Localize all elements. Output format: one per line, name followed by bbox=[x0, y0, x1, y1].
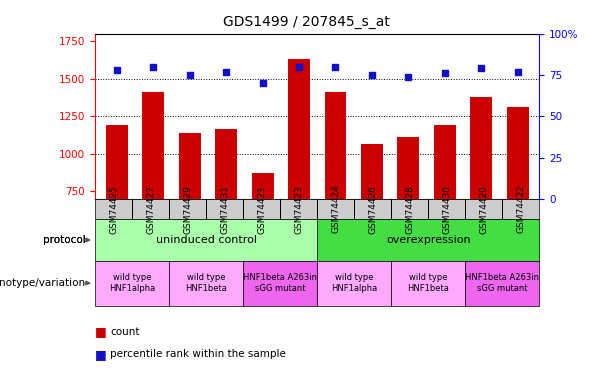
Bar bbox=[470, 97, 492, 199]
Point bbox=[440, 70, 449, 76]
Bar bbox=[361, 144, 383, 199]
Point bbox=[221, 69, 231, 75]
Text: percentile rank within the sample: percentile rank within the sample bbox=[110, 350, 286, 359]
Point bbox=[294, 64, 304, 70]
Point bbox=[185, 72, 195, 78]
Text: genotype/variation: genotype/variation bbox=[0, 278, 86, 288]
Text: wild type
HNF1beta: wild type HNF1beta bbox=[408, 273, 449, 293]
Text: GSM74424: GSM74424 bbox=[331, 185, 340, 233]
Text: GSM74426: GSM74426 bbox=[368, 184, 377, 234]
Text: protocol: protocol bbox=[43, 235, 86, 245]
Text: GSM74430: GSM74430 bbox=[443, 184, 451, 234]
Bar bbox=[288, 59, 310, 199]
Bar bbox=[142, 92, 164, 199]
Text: ■: ■ bbox=[95, 348, 107, 361]
Bar bbox=[434, 124, 455, 199]
Point bbox=[512, 69, 522, 75]
Point bbox=[148, 64, 158, 70]
Text: count: count bbox=[110, 327, 140, 337]
Text: GSM74421: GSM74421 bbox=[257, 184, 266, 234]
Bar bbox=[507, 106, 528, 199]
Bar bbox=[397, 136, 419, 199]
Text: GSM74420: GSM74420 bbox=[479, 184, 489, 234]
Text: GSM74423: GSM74423 bbox=[294, 184, 303, 234]
Bar bbox=[106, 124, 128, 199]
Text: GSM74425: GSM74425 bbox=[109, 184, 118, 234]
Bar bbox=[252, 173, 273, 199]
Text: GDS1499 / 207845_s_at: GDS1499 / 207845_s_at bbox=[223, 15, 390, 29]
Text: uninduced control: uninduced control bbox=[156, 235, 257, 245]
Bar bbox=[324, 92, 346, 199]
Text: wild type
HNF1alpha: wild type HNF1alpha bbox=[331, 273, 378, 293]
Point bbox=[476, 65, 486, 71]
Text: wild type
HNF1alpha: wild type HNF1alpha bbox=[109, 273, 155, 293]
Text: GSM74427: GSM74427 bbox=[146, 184, 155, 234]
Bar bbox=[215, 129, 237, 199]
Text: protocol: protocol bbox=[43, 235, 86, 245]
Text: GSM74422: GSM74422 bbox=[516, 185, 525, 233]
Bar bbox=[179, 133, 200, 199]
Text: GSM74428: GSM74428 bbox=[405, 184, 414, 234]
Text: wild type
HNF1beta: wild type HNF1beta bbox=[185, 273, 227, 293]
Text: GSM74431: GSM74431 bbox=[220, 184, 229, 234]
Text: HNF1beta A263in
sGG mutant: HNF1beta A263in sGG mutant bbox=[465, 273, 539, 293]
Text: GSM74429: GSM74429 bbox=[183, 184, 192, 234]
Text: ■: ■ bbox=[95, 326, 107, 338]
Text: overexpression: overexpression bbox=[386, 235, 471, 245]
Text: HNF1beta A263in
sGG mutant: HNF1beta A263in sGG mutant bbox=[243, 273, 317, 293]
Point bbox=[367, 72, 377, 78]
Point bbox=[330, 64, 340, 70]
Point bbox=[112, 67, 122, 73]
Point bbox=[257, 80, 267, 86]
Point bbox=[403, 74, 413, 80]
